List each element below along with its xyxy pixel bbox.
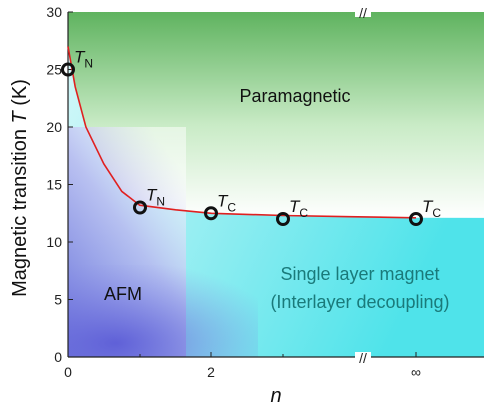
- data-point: [276, 212, 290, 226]
- y-tick-label: 30: [46, 4, 62, 20]
- axis-break-mark: //: [359, 5, 367, 21]
- axis-break-mask: [355, 352, 371, 362]
- data-point: [204, 206, 218, 221]
- y-tick-label: 5: [54, 292, 62, 308]
- y-tick-label: 0: [54, 349, 62, 365]
- y-tick-label: 20: [46, 119, 62, 135]
- y-tick-label: 15: [46, 177, 62, 193]
- y-tick-label: 10: [46, 234, 62, 250]
- x-axis-label: n: [270, 385, 281, 407]
- x-tick-label: 0: [64, 364, 72, 380]
- data-point: [133, 200, 147, 215]
- axes: 0 5 10 15 20 25 30 0 2 ∞ // //: [46, 4, 484, 380]
- data-points: TN TN TC TC TC: [61, 48, 441, 226]
- single-layer-label-line2: (Interlayer decoupling): [270, 292, 449, 312]
- x-tick-label: 2: [207, 364, 215, 380]
- afm-label: AFM: [104, 284, 142, 304]
- point-label: TC: [422, 197, 441, 220]
- point-label: TN: [74, 48, 93, 71]
- axis-break-mask: [355, 7, 371, 17]
- x-tick-label: ∞: [411, 364, 421, 380]
- y-tick-label: 25: [46, 62, 62, 78]
- paramagnetic-label: Paramagnetic: [239, 86, 350, 106]
- single-layer-label-line1: Single layer magnet: [280, 264, 439, 284]
- data-point: [61, 62, 75, 77]
- axis-break-mark: //: [359, 350, 367, 366]
- afm-region-glow: [68, 265, 258, 357]
- fit-curve: [67, 46, 417, 219]
- y-axis-label: Magnetic transition T (K): [9, 79, 31, 297]
- data-point: [409, 212, 423, 226]
- point-label: TC: [289, 197, 308, 220]
- point-label: TC: [217, 191, 236, 214]
- point-label: TN: [146, 186, 165, 209]
- phase-regions: [68, 12, 484, 357]
